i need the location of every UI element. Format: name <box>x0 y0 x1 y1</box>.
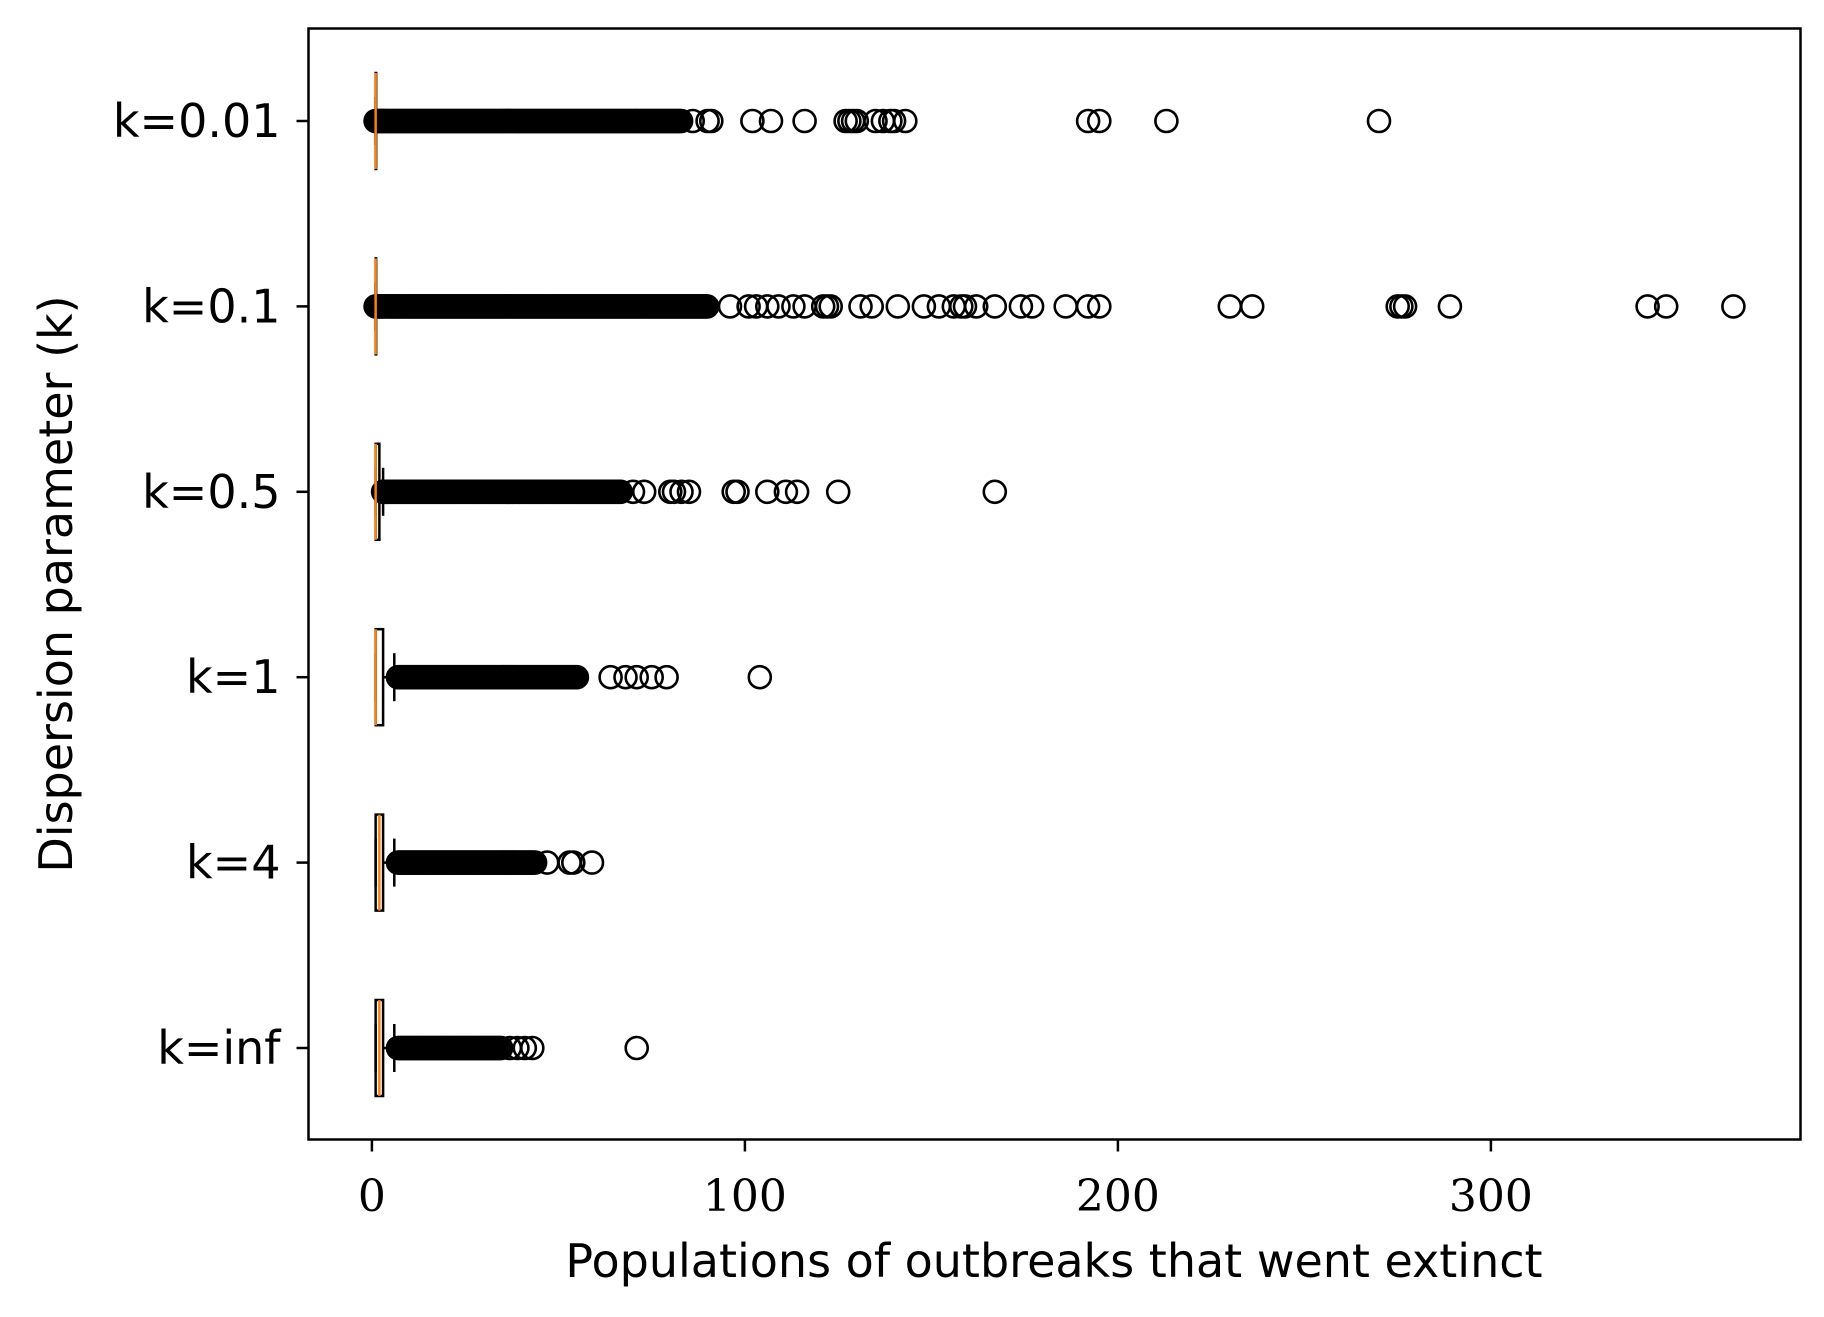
outlier-point <box>773 479 799 505</box>
x-tick-label: 200 <box>1076 1171 1160 1222</box>
outlier-point <box>963 294 989 319</box>
outlier-point <box>1437 294 1463 319</box>
outlier-point <box>1008 294 1034 319</box>
outlier-point <box>792 108 817 134</box>
outlier-point <box>1019 294 1045 319</box>
outlier-point <box>608 479 634 505</box>
y-tick-label: k=inf <box>157 1021 282 1075</box>
y-tick-label: k=0.1 <box>142 279 280 333</box>
outlier-point <box>859 294 885 319</box>
outlier-point <box>512 1035 538 1061</box>
outlier-point <box>1392 294 1418 319</box>
outlier-point <box>747 664 773 690</box>
outlier-point <box>781 294 806 319</box>
outlier-point <box>911 294 937 319</box>
box-group-k-0-1 <box>363 257 1746 356</box>
y-axis-label: Dispersion parameter (k) <box>29 295 83 872</box>
x-axis: 0 100 200 300 <box>358 1139 1533 1222</box>
y-tick-label: k=0.01 <box>113 94 281 148</box>
outlier-point <box>631 479 657 505</box>
outlier-point <box>982 479 1008 505</box>
outlier-point <box>488 1035 514 1061</box>
x-tick-label: 300 <box>1449 1171 1533 1222</box>
outlier-point <box>717 294 743 319</box>
outlier-point <box>624 1035 650 1061</box>
outlier-point <box>668 108 694 134</box>
outlier-point <box>1075 294 1101 319</box>
outlier-point <box>1075 108 1101 134</box>
outlier-point <box>624 664 650 690</box>
box-group-k-0-01 <box>363 71 1392 171</box>
outlier-point <box>669 479 694 505</box>
outlier-point <box>598 664 623 690</box>
y-tick-label: k=0.5 <box>142 465 280 519</box>
outlier-point <box>725 479 750 505</box>
outlier-point <box>758 108 784 134</box>
outlier-point <box>579 850 605 875</box>
outlier-point <box>1366 108 1392 134</box>
y-axis: k=0.01 k=0.1 k=0.5 k=1 k=4 k=inf <box>113 94 309 1075</box>
outlier-point <box>639 664 665 690</box>
box-group-k-1 <box>374 627 773 727</box>
outlier-point <box>519 1035 545 1061</box>
outlier-point <box>564 664 590 690</box>
box-group-k-inf <box>374 998 650 1098</box>
outlier-point <box>654 664 679 690</box>
y-tick-label: k=1 <box>186 650 280 704</box>
outlier-point <box>1653 294 1679 319</box>
outlier-point <box>505 1035 530 1061</box>
outlier-point <box>784 479 810 505</box>
y-tick-label: k=4 <box>186 836 280 890</box>
outlier-point <box>1239 294 1265 319</box>
plot-frame <box>307 27 1802 1141</box>
outlier-point <box>620 479 646 505</box>
outlier-point <box>844 108 870 134</box>
outlier-point <box>1053 294 1078 319</box>
outlier-point <box>522 850 548 875</box>
outlier-point <box>1217 294 1243 319</box>
outlier-point <box>766 294 791 319</box>
outlier-point <box>1635 294 1660 319</box>
x-tick-label: 0 <box>358 1171 386 1222</box>
outlier-point <box>698 108 724 134</box>
outlier-point <box>754 479 780 505</box>
outlier-point <box>754 294 780 319</box>
outlier-point <box>1087 294 1112 319</box>
outlier-point <box>825 479 851 505</box>
outlier-point <box>863 108 888 134</box>
outlier-point <box>952 294 978 319</box>
outlier-point <box>680 108 706 134</box>
box-group-k-4 <box>374 813 605 912</box>
outlier-point <box>613 664 638 690</box>
outlier-point <box>1087 108 1112 134</box>
outlier-point <box>848 294 873 319</box>
outlier-point <box>885 294 911 319</box>
outlier-point <box>560 850 586 875</box>
plot-area <box>363 71 1746 1098</box>
outlier-point <box>982 294 1008 319</box>
outlier-point <box>881 108 907 134</box>
x-axis-label: Populations of outbreaks that went extin… <box>565 1234 1542 1288</box>
outlier-point <box>818 294 844 319</box>
outlier-point <box>740 108 765 134</box>
outlier-point <box>1721 294 1746 319</box>
box-group-k-0-5 <box>370 442 1008 542</box>
x-tick-label: 100 <box>703 1171 787 1222</box>
outlier-point <box>892 108 918 134</box>
outlier-point <box>661 479 687 505</box>
outlier-point <box>676 479 702 505</box>
outlier-point <box>1154 108 1179 134</box>
outlier-point <box>736 294 761 319</box>
